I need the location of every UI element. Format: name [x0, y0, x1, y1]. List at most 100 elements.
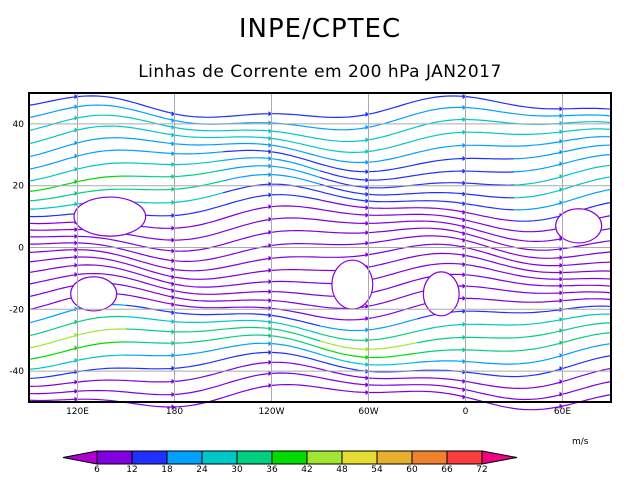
flow-arrow	[365, 337, 370, 343]
flow-arrow	[462, 359, 467, 365]
flow-arrow	[268, 382, 273, 388]
flow-arrow	[559, 106, 564, 112]
flow-arrow	[268, 216, 273, 222]
flow-arrow	[462, 209, 467, 215]
vortex-streamline	[73, 196, 147, 237]
colorbar-label: 66	[441, 465, 453, 475]
flow-arrow	[268, 149, 273, 155]
colorbar: 6 12 18 24 30 36 42 48 54 60 66 72 m/s	[62, 437, 589, 475]
flow-arrow	[462, 252, 467, 258]
flow-arrow	[268, 229, 273, 235]
flow-arrow	[74, 94, 79, 100]
flow-arrow	[462, 378, 467, 384]
flow-arrow	[268, 128, 273, 134]
flow-arrow	[559, 120, 564, 126]
flow-arrow	[559, 340, 564, 346]
flow-arrow	[559, 173, 564, 179]
flow-arrow	[171, 266, 176, 272]
flow-arrow	[365, 185, 370, 191]
flow-arrow	[462, 262, 467, 268]
flow-arrow	[365, 212, 370, 218]
flow-arrow	[268, 359, 273, 365]
flow-arrow	[268, 349, 273, 355]
flow-arrow	[268, 172, 273, 178]
colorbar-label: 60	[406, 465, 418, 475]
flow-arrow	[74, 115, 79, 121]
x-tick-label: 120E	[66, 407, 89, 417]
flow-arrow	[462, 272, 467, 278]
flow-arrow	[268, 333, 273, 339]
flow-arrow	[462, 142, 467, 148]
flow-arrow	[74, 379, 79, 385]
flow-arrow	[171, 319, 176, 325]
colorbar-low-triangle	[62, 450, 98, 465]
flow-arrow	[171, 248, 176, 254]
flow-arrow	[268, 326, 273, 332]
flow-arrow	[171, 352, 176, 358]
flow-arrow	[462, 168, 467, 174]
flow-arrow	[171, 132, 176, 138]
colorbar-label: 6	[94, 465, 100, 475]
y-tick-label: -20	[9, 305, 24, 315]
flow-arrow	[171, 124, 176, 130]
flow-arrow	[171, 258, 176, 264]
flow-arrow	[462, 217, 467, 223]
flow-arrow	[171, 391, 176, 397]
flow-arrow	[559, 298, 564, 304]
flow-arrow	[74, 319, 79, 325]
colorbar-label: 36	[266, 465, 278, 475]
grid-lines	[29, 93, 611, 402]
flow-arrow	[462, 394, 467, 400]
colorbar-segment	[201, 450, 238, 465]
colorbar-segment	[131, 450, 168, 465]
flow-arrow	[462, 334, 467, 340]
flow-arrow	[462, 129, 467, 135]
flow-arrow	[559, 366, 564, 372]
flow-arrow	[74, 345, 79, 351]
flow-arrow	[74, 357, 79, 363]
flow-arrow	[171, 404, 176, 410]
x-tick-label: 0	[463, 407, 469, 417]
flow-arrow	[268, 255, 273, 261]
flow-arrow	[365, 205, 370, 211]
colorbar-label: 12	[126, 465, 137, 475]
flow-arrow	[74, 247, 79, 253]
flow-arrow	[365, 316, 370, 322]
flow-arrow	[268, 319, 273, 325]
flow-arrow	[74, 104, 79, 110]
flow-arrow	[171, 329, 176, 335]
flow-arrow	[268, 289, 273, 295]
flow-arrow	[365, 137, 370, 143]
x-tick-label: 60E	[554, 407, 571, 417]
flow-arrow	[365, 220, 370, 226]
flow-arrow	[462, 201, 467, 207]
flow-arrow	[462, 283, 467, 289]
flow-arrow	[171, 237, 176, 243]
flow-arrow	[74, 254, 79, 260]
flow-arrow	[559, 276, 564, 282]
flow-arrow	[462, 94, 467, 100]
flow-arrow	[74, 396, 79, 402]
flow-arrow	[171, 302, 176, 308]
flow-arrow	[559, 328, 564, 334]
colorbar-segment	[96, 450, 133, 465]
flow-arrow	[171, 225, 176, 231]
flow-arrow	[365, 149, 370, 155]
flow-arrow	[365, 375, 370, 381]
flow-arrow	[268, 267, 273, 273]
flow-arrow	[74, 190, 79, 196]
flow-arrow	[171, 365, 176, 371]
flow-arrow	[74, 240, 79, 246]
flow-arrow	[171, 288, 176, 294]
flow-arrow	[268, 163, 273, 169]
colorbar-label: 72	[476, 465, 487, 475]
flow-arrow	[74, 332, 79, 338]
y-tick-label: -40	[9, 367, 24, 377]
colorbar-segment	[376, 450, 413, 465]
colorbar-label: 48	[336, 465, 348, 475]
colorbar-segment	[271, 450, 308, 465]
flow-arrow	[74, 272, 79, 278]
x-tick-label: 120W	[258, 407, 284, 417]
flow-arrow	[365, 230, 370, 236]
flow-arrow	[365, 124, 370, 130]
